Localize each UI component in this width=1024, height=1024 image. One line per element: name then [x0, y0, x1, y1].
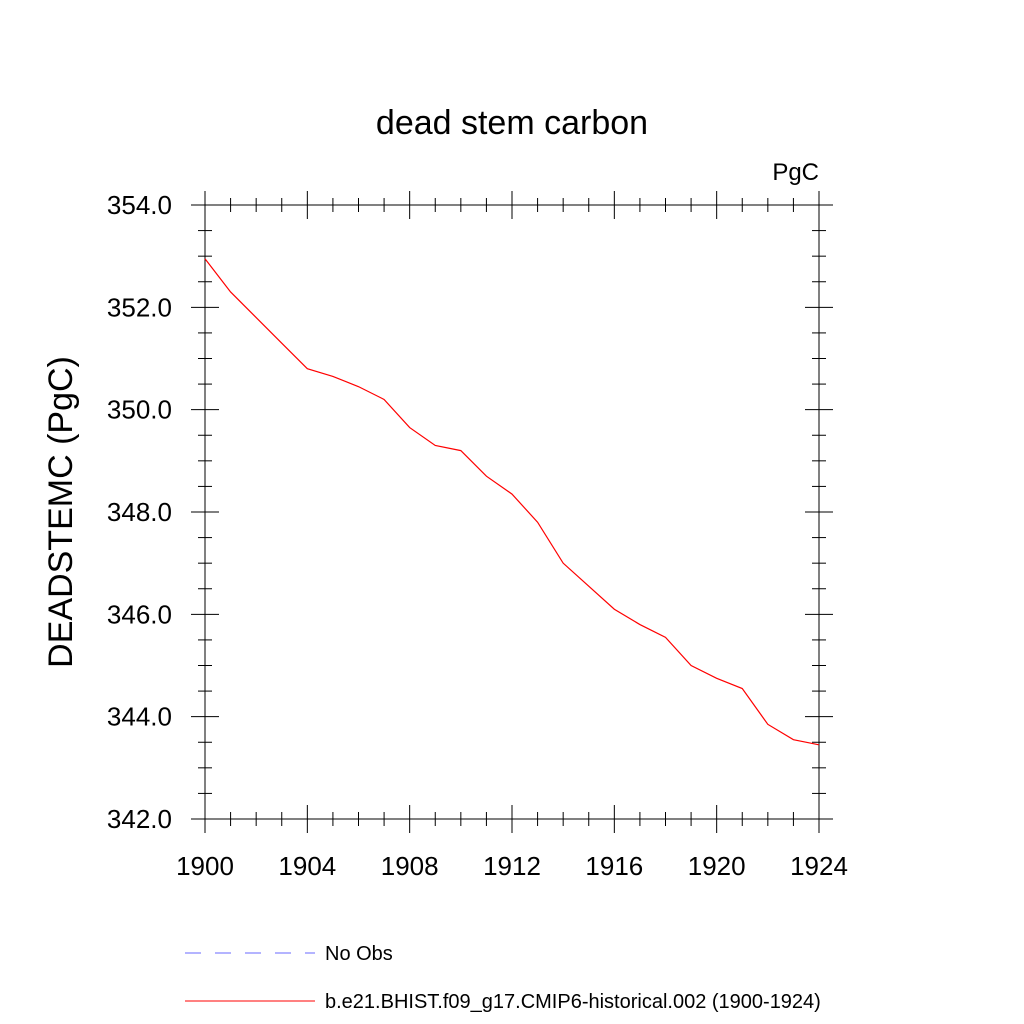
- axis-ticks: [191, 191, 833, 833]
- y-axis-label: DEADSTEMC (PgC): [42, 356, 80, 668]
- legend-series-label: b.e21.BHIST.f09_g17.CMIP6-historical.002…: [325, 991, 821, 1013]
- x-tick-label: 1908: [381, 851, 439, 881]
- x-tick-label: 1912: [483, 851, 541, 881]
- x-tick-label: 1900: [176, 851, 234, 881]
- axis-tick-labels: 1900 1904 1908 1912 1916 1920 1924 342.0 344.0 34…: [107, 190, 848, 881]
- y-tick-label: 352.0: [107, 292, 172, 322]
- chart-title: dead stem carbon: [376, 104, 648, 142]
- x-tick-label: 1916: [585, 851, 643, 881]
- y-tick-label: 342.0: [107, 804, 172, 834]
- y-tick-label: 348.0: [107, 497, 172, 527]
- series-line: [204, 258, 820, 746]
- legend-no-obs-label: No Obs: [325, 943, 393, 965]
- x-tick-label: 1924: [790, 851, 848, 881]
- y-tick-label: 344.0: [107, 702, 172, 732]
- plot-frame: [204, 204, 820, 820]
- x-tick-label: 1904: [278, 851, 336, 881]
- x-tick-label: 1920: [688, 851, 746, 881]
- y-tick-label: 346.0: [107, 599, 172, 629]
- data-series: [204, 258, 820, 746]
- units-label: PgC: [772, 159, 819, 186]
- y-tick-label: 354.0: [107, 190, 172, 220]
- y-tick-label: 350.0: [107, 395, 172, 425]
